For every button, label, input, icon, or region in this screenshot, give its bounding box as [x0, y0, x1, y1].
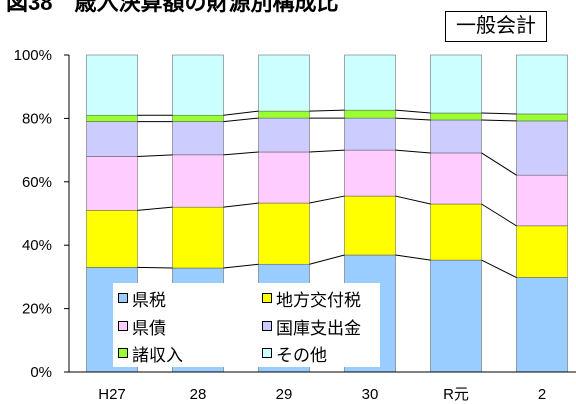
- x-tick-label: R元: [443, 386, 469, 403]
- bar-segment-2: [344, 195, 396, 256]
- legend-swatch: [118, 293, 128, 303]
- legend-label: 県債: [132, 318, 166, 338]
- bar-segment-5: [430, 112, 482, 121]
- legend-swatch: [262, 321, 272, 331]
- series-connector-line: [481, 152, 517, 176]
- bar-segment-6: [172, 54, 224, 116]
- bar-segment-3: [172, 154, 224, 208]
- bar-segment-2: [86, 210, 138, 268]
- series-connector-line: [309, 109, 345, 112]
- bar-segment-4: [258, 117, 310, 153]
- bar-segment-3: [516, 174, 568, 227]
- series-connector-line: [137, 154, 173, 157]
- bar-segment-2: [172, 206, 224, 269]
- bar-segment-5: [258, 110, 310, 119]
- y-tick-label: 0%: [30, 364, 52, 381]
- y-tick-label: 40%: [22, 237, 52, 254]
- legend-label: 地方交付税: [276, 290, 361, 310]
- legend-item-kokko-shishutsukin: 国庫支出金: [262, 315, 361, 338]
- series-connector-line: [395, 109, 431, 114]
- legend-label: 県税: [132, 290, 166, 310]
- y-tick-label: 100%: [14, 47, 52, 64]
- series-connector-line: [309, 254, 345, 265]
- bar-segment-6: [430, 54, 482, 114]
- bar-segment-2: [516, 225, 568, 278]
- bar-segment-2: [258, 202, 310, 265]
- series-connector-line: [481, 112, 517, 115]
- legend-label: 国庫支出金: [276, 318, 361, 338]
- series-connector-line: [481, 203, 517, 227]
- bar-segment-6: [258, 54, 310, 112]
- y-tick-label: 60%: [22, 174, 52, 191]
- legend-label: その他: [276, 345, 327, 365]
- bar-segment-1: [516, 277, 568, 373]
- bar-segment-2: [430, 203, 482, 261]
- legend-swatch: [118, 321, 128, 331]
- bar-segment-5: [516, 113, 568, 122]
- bar-segment-6: [516, 54, 568, 115]
- bar-segment-4: [172, 121, 224, 156]
- y-tick-label: 20%: [22, 301, 52, 318]
- series-connector-line: [481, 259, 517, 278]
- bar-segment-3: [86, 156, 138, 211]
- bar-segment-4: [344, 117, 396, 151]
- series-connector-line: [481, 119, 517, 122]
- series-connector-line: [223, 117, 259, 123]
- x-tick-label: H27: [98, 386, 126, 403]
- series-connector-line: [395, 254, 431, 261]
- bar-segment-6: [344, 54, 396, 111]
- chart-legend: 県税 地方交付税 県債 国庫支出金 諸収入 その他: [113, 283, 380, 367]
- bar-segment-3: [258, 151, 310, 204]
- series-connector-line: [137, 206, 173, 211]
- bar-segment-4: [86, 121, 138, 157]
- y-tick-label: 80%: [22, 110, 52, 127]
- bar-segment-5: [344, 109, 396, 119]
- x-tick-label: 30: [362, 386, 379, 403]
- series-connector-line: [309, 195, 345, 204]
- legend-label: 諸収入: [132, 345, 183, 365]
- series-connector-line: [223, 202, 259, 208]
- legend-item-kenzei: 県税: [118, 287, 166, 310]
- bar-segment-5: [172, 114, 224, 122]
- series-connector-line: [223, 110, 259, 116]
- x-tick-label: 29: [276, 386, 293, 403]
- series-connector-line: [137, 266, 173, 269]
- legend-item-chiho-kofuzei: 地方交付税: [262, 287, 361, 310]
- bar-segment-3: [430, 152, 482, 205]
- bar-segment-4: [430, 119, 482, 154]
- bar-segment-5: [86, 114, 138, 122]
- series-connector-line: [395, 149, 431, 154]
- series-connector-line: [223, 263, 259, 269]
- series-connector-line: [395, 117, 431, 121]
- bar-segment-4: [516, 120, 568, 176]
- x-tick-label: 28: [190, 386, 207, 403]
- series-connector-line: [223, 151, 259, 156]
- chart-title: 図38 歳入決算額の財源別構成比: [6, 0, 339, 15]
- series-connector-line: [395, 195, 431, 205]
- legend-item-shoshunyu: 諸収入: [118, 342, 183, 365]
- legend-swatch: [262, 348, 272, 358]
- legend-swatch: [262, 293, 272, 303]
- bar-segment-1: [430, 259, 482, 373]
- account-type-badge: 一般会計: [445, 11, 547, 42]
- x-tick-label: 2: [538, 386, 546, 403]
- legend-swatch: [118, 348, 128, 358]
- legend-item-sonota: その他: [262, 342, 327, 365]
- bar-segment-6: [86, 54, 138, 116]
- bar-segment-3: [344, 149, 396, 197]
- legend-item-kensai: 県債: [118, 315, 166, 338]
- series-connector-line: [309, 149, 345, 153]
